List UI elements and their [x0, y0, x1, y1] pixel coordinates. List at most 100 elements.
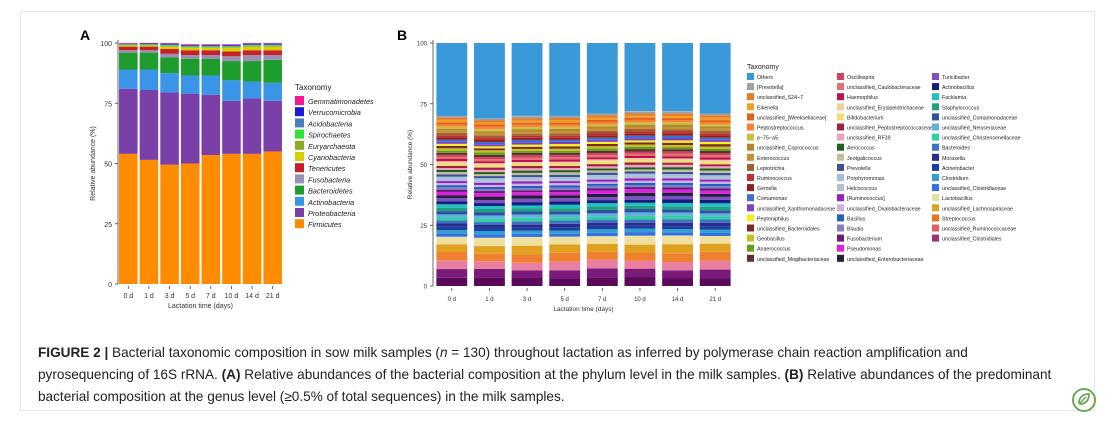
panel-a-legend-title: Taxonomy: [295, 83, 331, 92]
panel-b-bar-segment: [436, 165, 468, 168]
panel-b-legend-swatch: [932, 83, 939, 91]
panel-b-legend-swatch: [837, 214, 844, 222]
panel-b-bar-segment: [436, 167, 468, 170]
panel-b-bar-segment: [511, 270, 543, 278]
panel-b-bar-segment: [699, 216, 731, 220]
panel-b-legend-swatch: [932, 133, 939, 141]
panel-a-bar-segment: [263, 82, 282, 101]
panel-a-x-tick-label: 7 d: [206, 293, 216, 300]
panel-b-bar-segment: [662, 232, 693, 236]
panel-b-bar-segment: [474, 237, 505, 247]
panel-b-bar-segment: [662, 131, 693, 134]
panel-a-bar-segment: [180, 93, 200, 164]
panel-b-bar-segment: [474, 277, 505, 286]
panel-b-bar-segment: [549, 122, 581, 125]
panel-b-bar-segment: [699, 179, 731, 182]
panel-b-bar-segment: [511, 179, 543, 182]
panel-b-bar-segment: [511, 166, 543, 169]
panel-b-bar-segment: [511, 217, 543, 222]
panel-b-bar-segment: [474, 154, 505, 158]
panel-b-bar-segment: [699, 206, 731, 211]
panel-b-bar-segment: [699, 170, 731, 173]
panel-b-y-tick-label: 100: [417, 42, 428, 48]
panel-b-bar-segment: [624, 219, 656, 223]
panel-b-bar-segment: [662, 113, 693, 116]
panel-b-bar-segment: [662, 164, 693, 168]
panel-b-bar-segment: [474, 253, 505, 262]
panel-b-legend-swatch: [932, 93, 939, 101]
panel-b-bar-segment: [586, 216, 618, 220]
panel-b-bar-segment: [474, 176, 505, 179]
panel-b-legend-swatch: [747, 163, 754, 171]
panel-b-bar-segment: [474, 161, 505, 164]
panel-b-bar-segment: [436, 117, 468, 120]
panel-a-legend-swatch: [295, 163, 304, 173]
panel-b-bar-segment: [662, 226, 693, 230]
panel-b-legend-label: Clostridium: [942, 176, 969, 182]
panel-b-bar-segment: [549, 204, 581, 209]
panel-b-bar-segment-others: [699, 43, 731, 114]
panel-b-bar-segment: [624, 222, 656, 226]
panel-b-bar-segment: [662, 219, 693, 223]
panel-b-legend-label: Haemophilus: [847, 95, 878, 101]
panel-b-legend-label: Jeotgalicoccus: [847, 156, 882, 162]
panel-b-bar-segment: [474, 163, 505, 166]
panel-b-bar-segment: [662, 167, 693, 170]
panel-a-bar-segment: [139, 50, 159, 53]
panel-b-y-tick-label: 0: [424, 285, 428, 291]
panel-b-bar-segment: [436, 139, 468, 142]
panel-b-bar-segment: [549, 141, 581, 145]
panel-b-legend-label: unclassified_[Weeksellaceae]: [757, 115, 827, 121]
panel-b-bar-segment: [474, 172, 505, 175]
panel-b-bar-segment: [549, 172, 581, 175]
panel-b-bar-segment: [624, 164, 656, 168]
panel-a-bar-segment: [222, 100, 241, 154]
panel-b-bar-segment: [511, 254, 543, 263]
panel-b-bar-segment: [586, 259, 618, 269]
panel-a-bar-segment: [180, 47, 200, 51]
panel-b-x-tick-label: 14 d: [672, 297, 684, 303]
panel-b-legend-swatch: [837, 133, 844, 141]
panel-b-bar-segment: [549, 144, 581, 147]
panel-b-bar-segment: [624, 122, 656, 125]
panel-b-bar-segment: [699, 260, 731, 270]
panel-b-legend-label: Bifidobacterium: [847, 115, 884, 121]
panel-b-bar-segment: [549, 227, 581, 231]
panel-b-legend-swatch: [747, 174, 754, 181]
panel-b-bar-segment: [662, 182, 693, 186]
panel-a-label: A: [80, 27, 90, 43]
panel-b-x-tick-label: 10 d: [634, 297, 646, 303]
panel-b-legend-label: Bacteroides: [942, 146, 970, 152]
panel-a-legend-label: Acidobacteria: [307, 119, 352, 128]
panel-b-bar-segment: [624, 235, 656, 245]
panel-a-bar-segment: [263, 45, 282, 46]
panel-b-bar-segment: [549, 126, 581, 129]
panel-b-legend-swatch: [837, 143, 844, 151]
panel-b-bar-segment: [474, 131, 505, 134]
panel-b-legend-swatch: [837, 93, 844, 101]
panel-b-legend-swatch: [932, 224, 939, 232]
panel-b-bar-segment: [474, 167, 505, 170]
panel-a-legend-swatch: [295, 208, 304, 217]
panel-b-bar-segment: [586, 185, 618, 189]
panel-b-bar-segment: [662, 169, 693, 172]
panel-b-bar-segment: [549, 146, 581, 149]
panel-b-legend-swatch: [747, 204, 754, 212]
panel-b-bar-segment: [436, 145, 468, 149]
panel-b-bar-segment: [474, 199, 505, 204]
panel-b-bar-segment: [549, 161, 581, 164]
panel-b-bar-segment: [699, 193, 731, 197]
panel-b-legend-swatch: [837, 113, 844, 121]
panel-b-legend-title: Taxonomy: [747, 64, 779, 71]
panel-a-bar-segment: [222, 47, 241, 48]
panel-b-bar-segment: [436, 236, 468, 245]
panel-b-legend-label: Porphyromonas: [847, 176, 885, 182]
panel-b-bar-segment: [436, 172, 468, 175]
panel-b-bar-segment: [436, 163, 468, 166]
panel-b-bar-segment: [549, 154, 581, 158]
panel-b-legend-label: Gemella: [757, 186, 777, 192]
panel-b-bar-segment: [699, 144, 731, 147]
panel-b-bar-segment: [624, 169, 656, 172]
panel-a-bar-segment: [222, 61, 241, 81]
panel-b-bar-segment: [699, 196, 731, 200]
